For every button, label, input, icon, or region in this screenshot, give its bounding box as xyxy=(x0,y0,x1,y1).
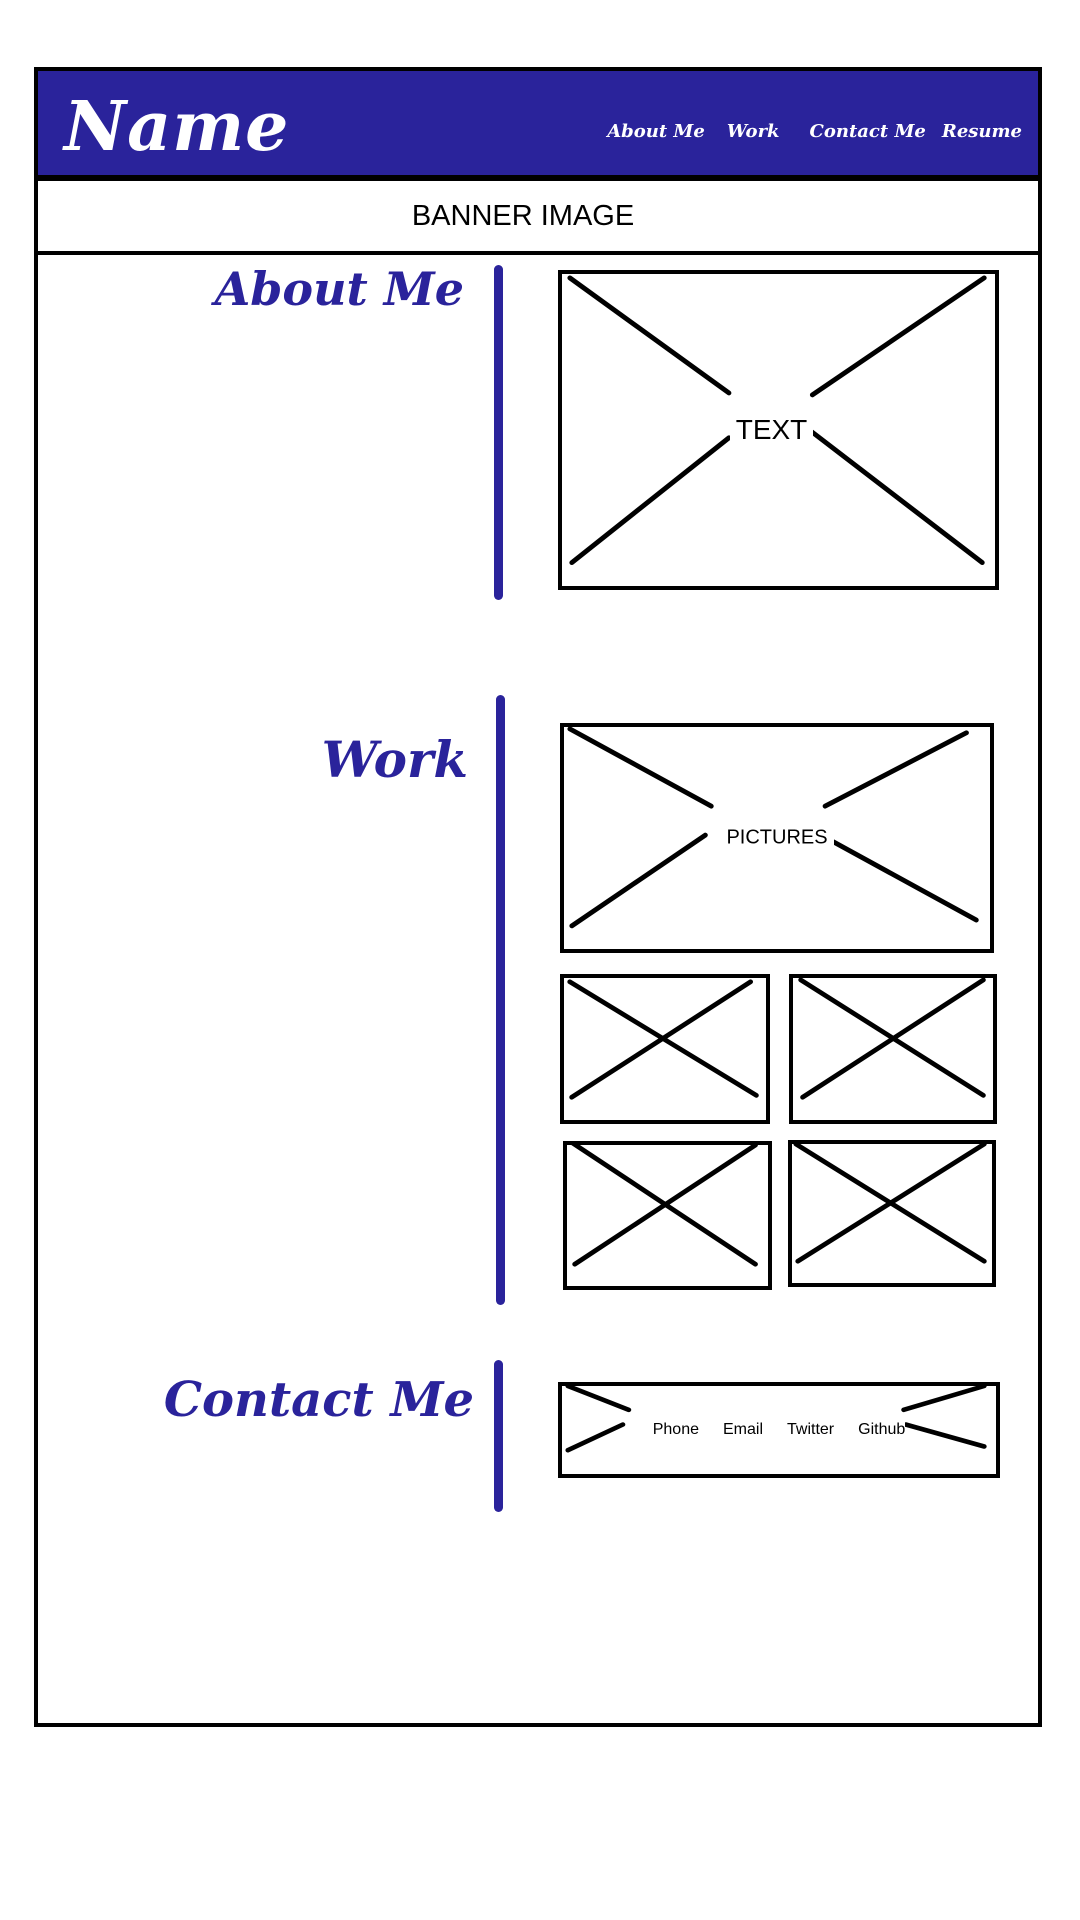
work-placeholder-label: PICTURES xyxy=(720,826,834,849)
contact-section-divider xyxy=(494,1360,503,1512)
contact-link-github[interactable]: Github xyxy=(858,1421,906,1439)
placeholder-cross-icon xyxy=(798,978,986,1100)
contact-section-title: Contact Me xyxy=(163,1372,474,1428)
placeholder-cross-icon xyxy=(567,979,759,1100)
work-thumbnail[interactable] xyxy=(563,1141,772,1290)
contact-link-phone[interactable]: Phone xyxy=(652,1421,699,1439)
main-nav: About Me Work Contact Me Resume xyxy=(607,121,1022,142)
about-section-divider xyxy=(494,265,503,600)
nav-link-work[interactable]: Work xyxy=(726,121,780,142)
nav-link-about[interactable]: About Me xyxy=(607,121,705,142)
work-thumbnail[interactable] xyxy=(788,1140,996,1287)
nav-link-contact[interactable]: Contact Me xyxy=(809,121,926,142)
contact-links-placeholder: Phone Email Twitter Github xyxy=(558,1382,1000,1478)
placeholder-cross-icon xyxy=(567,275,987,566)
work-pictures-placeholder: PICTURES xyxy=(560,723,994,953)
about-text-placeholder: TEXT xyxy=(558,270,999,590)
work-thumbnail[interactable] xyxy=(560,974,770,1124)
about-placeholder-label: TEXT xyxy=(729,414,814,445)
placeholder-cross-icon xyxy=(567,727,979,929)
about-section-title: About Me xyxy=(214,262,464,316)
work-thumbnail[interactable] xyxy=(789,974,997,1124)
placeholder-cross-icon xyxy=(571,1145,758,1267)
work-section-title: Work xyxy=(321,730,468,789)
work-section-divider xyxy=(496,695,505,1305)
contact-link-email[interactable]: Email xyxy=(722,1421,763,1439)
site-header: Name About Me Work Contact Me Resume xyxy=(34,67,1042,181)
nav-link-resume[interactable]: Resume xyxy=(941,121,1022,142)
contact-link-twitter[interactable]: Twitter xyxy=(787,1421,835,1439)
banner-label: BANNER IMAGE xyxy=(411,199,635,232)
placeholder-cross-icon xyxy=(565,1386,987,1453)
site-logo[interactable]: Name xyxy=(64,87,290,167)
placeholder-cross-icon xyxy=(793,1144,987,1264)
banner-image-placeholder: BANNER IMAGE xyxy=(34,181,1042,255)
contact-links: Phone Email Twitter Github xyxy=(562,1421,996,1439)
